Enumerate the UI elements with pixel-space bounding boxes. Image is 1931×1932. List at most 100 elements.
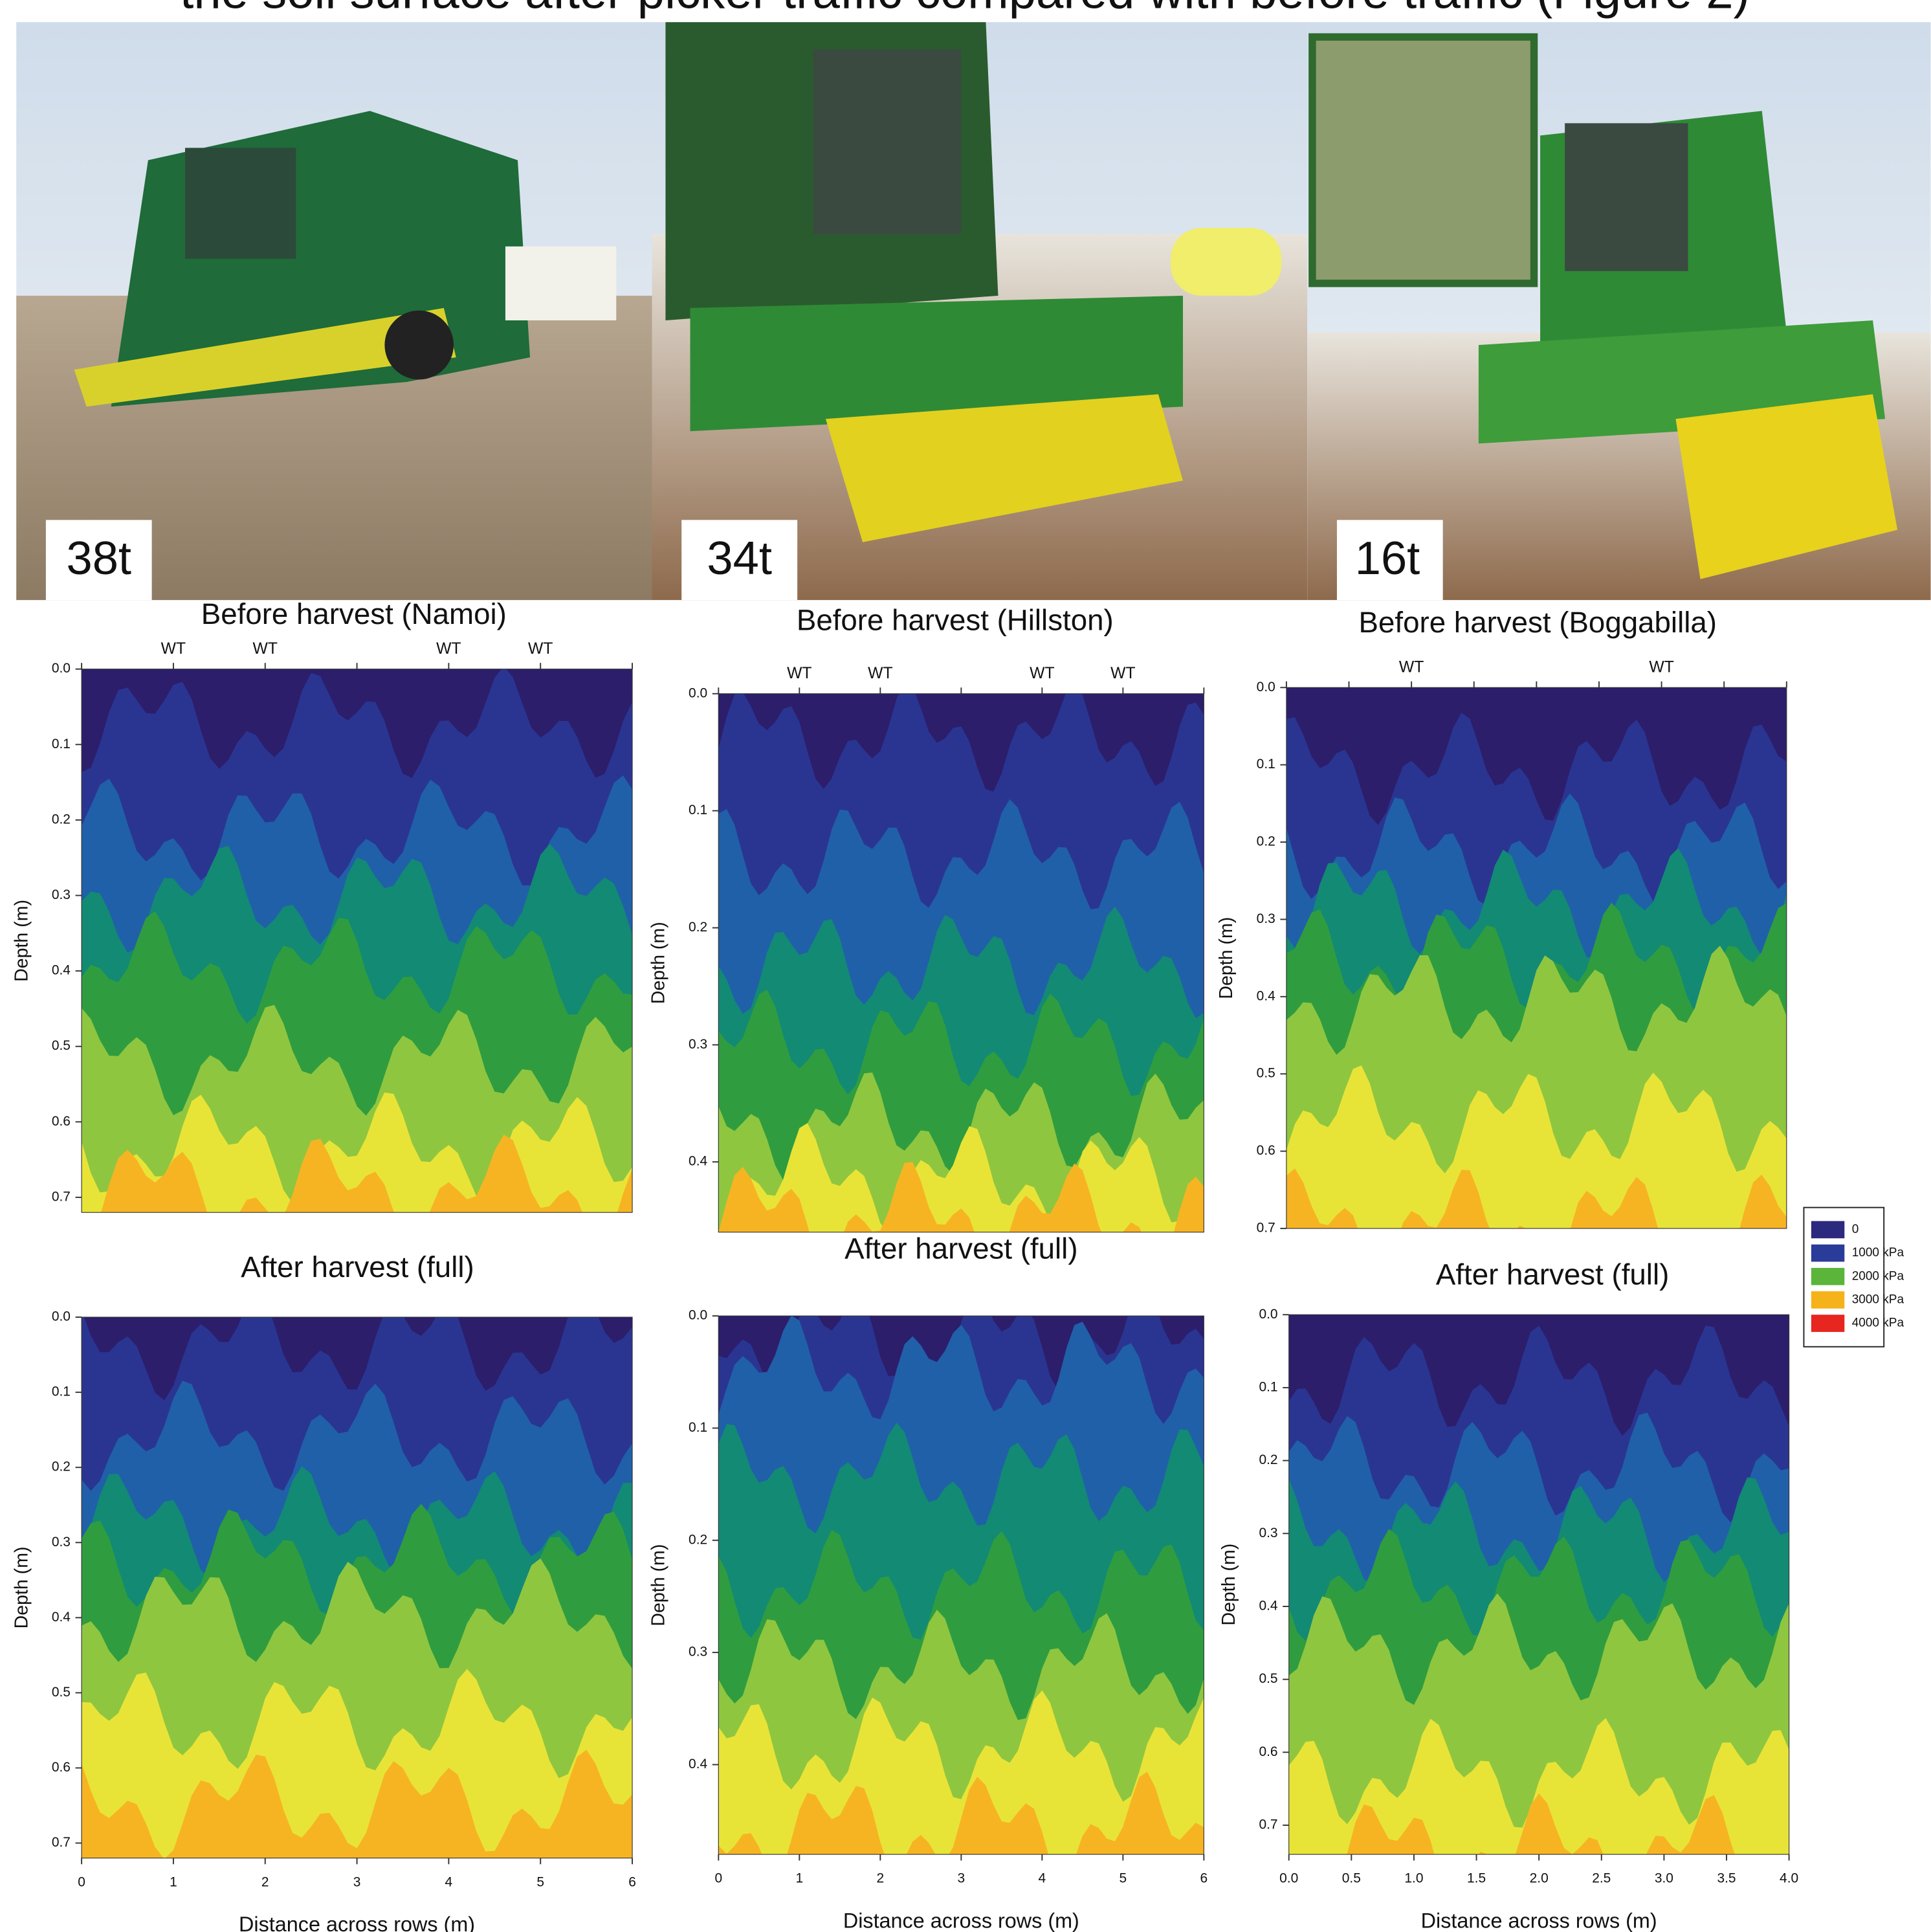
y-tick-label: 0.0 (689, 1308, 707, 1323)
wt-annotation: WT (787, 665, 811, 682)
x-tick-label: 2 (261, 1874, 269, 1889)
chart: Before harvest (Hillston) Depth (m) 0.0 0.1… (648, 603, 1204, 1272)
x-tick-label: 4 (1039, 1871, 1046, 1886)
legend-swatch (1811, 1245, 1844, 1262)
y-tick-label: 0.0 (52, 661, 71, 676)
x-tick-label: 4.0 (1780, 1871, 1798, 1886)
chart: After harvest (full) Depth (m) Distance ac… (11, 1250, 636, 1932)
y-tick-label: 0.5 (1259, 1671, 1277, 1686)
y-tick-label: 0.1 (1257, 757, 1275, 772)
legend-swatch (1811, 1268, 1844, 1285)
x-tick-label: 3.0 (1655, 1871, 1673, 1886)
y-tick-label: 0.4 (1259, 1598, 1277, 1613)
y-tick-label: 0.5 (52, 1685, 71, 1700)
chart: Before harvest (Namoi) Depth (m) 0.0 0.1 0.2… (11, 597, 632, 1247)
chart-title: After harvest (full) (1436, 1258, 1669, 1291)
y-tick-label: 0.2 (1259, 1452, 1277, 1467)
y-tick-label: 0.4 (52, 963, 71, 978)
y-tick-label: 0.1 (689, 803, 707, 817)
wt-annotation: WT (528, 640, 553, 658)
y-tick-label: 0.0 (689, 685, 707, 700)
y-tick-label: 0.2 (52, 812, 71, 827)
x-tick-label: 1 (795, 1871, 803, 1886)
photo: 34t (652, 22, 1308, 600)
y-tick-label: 0.2 (52, 1460, 71, 1474)
legend-swatch (1811, 1291, 1844, 1309)
photo-label: 16t (1355, 533, 1420, 584)
chart-title: Before harvest (Namoi) (201, 597, 507, 630)
photo: 16t (1307, 22, 1930, 600)
y-axis-label: Depth (m) (11, 900, 32, 982)
legend-label: 0 (1852, 1223, 1859, 1236)
chart-title: Before harvest (Boggabilla) (1359, 606, 1717, 639)
y-tick-label: 0.0 (1259, 1307, 1277, 1322)
y-tick-label: 0.3 (1257, 911, 1275, 926)
wt-annotation: WT (161, 640, 186, 658)
x-tick-label: 1 (170, 1874, 177, 1889)
y-axis-label: Depth (m) (1216, 917, 1237, 999)
chart-title: After harvest (full) (844, 1232, 1077, 1265)
x-tick-label: 0 (714, 1871, 722, 1886)
y-tick-label: 0.3 (52, 887, 71, 902)
x-axis-label: Distance across rows (m) (239, 1913, 475, 1932)
x-tick-label: 4 (445, 1874, 453, 1889)
wt-annotation: WT (1110, 665, 1135, 682)
y-tick-label: 0.1 (52, 1384, 71, 1399)
x-tick-label: 3.5 (1717, 1871, 1736, 1886)
legend-label: 1000 kPa (1852, 1246, 1904, 1260)
contour-field (1286, 687, 1787, 1280)
x-tick-label: 6 (1200, 1871, 1208, 1886)
chart: Before harvest (Boggabilla)Depth (m)0.00… (1216, 606, 1787, 1280)
y-tick-label: 0.6 (1259, 1744, 1277, 1759)
y-axis-label: Depth (m) (1219, 1544, 1239, 1626)
x-axis-label: Distance across rows (m) (843, 1909, 1079, 1932)
x-tick-label: 3 (353, 1874, 361, 1889)
y-tick-label: 0.2 (689, 920, 707, 935)
wt-annotation: WT (253, 640, 278, 658)
x-tick-label: 3 (958, 1871, 965, 1886)
x-tick-label: 5 (536, 1874, 544, 1889)
figure: the soil surface after picker traffic co… (0, 0, 1931, 1932)
y-tick-label: 0.4 (689, 1757, 707, 1771)
x-tick-label: 1.5 (1467, 1871, 1486, 1886)
y-tick-label: 0.7 (1259, 1817, 1277, 1832)
y-tick-label: 0.6 (52, 1114, 71, 1129)
y-axis-label: Depth (m) (648, 922, 668, 1004)
legend-swatch (1811, 1315, 1844, 1332)
y-tick-label: 0.1 (689, 1420, 707, 1435)
contour-field (82, 667, 632, 1248)
contour-band (1289, 1793, 1789, 1904)
y-tick-label: 0.1 (52, 737, 71, 751)
chart-title: After harvest (full) (241, 1250, 474, 1283)
x-tick-label: 0.0 (1279, 1871, 1298, 1886)
y-tick-label: 0.3 (52, 1535, 71, 1549)
x-tick-label: 2 (876, 1871, 884, 1886)
legend-label: 3000 kPa (1852, 1293, 1904, 1306)
page-title: the soil surface after picker traffic co… (180, 0, 1750, 19)
chart-title: Before harvest (Hillston) (797, 603, 1114, 636)
wt-annotation: WT (1399, 658, 1424, 676)
x-tick-label: 2.5 (1592, 1871, 1611, 1886)
x-tick-label: 2.0 (1530, 1871, 1549, 1886)
chart: After harvest (full) Depth (m) Distance ac… (1219, 1258, 1798, 1932)
wt-annotation: WT (1649, 658, 1673, 676)
y-tick-label: 0.7 (52, 1189, 71, 1204)
chart: After harvest (full)Depth (m)Distance ac… (648, 1232, 1208, 1932)
y-axis-label: Depth (m) (11, 1546, 32, 1628)
y-tick-label: 0.1 (1259, 1379, 1277, 1394)
x-axis-label: Distance across rows (m) (1421, 1909, 1657, 1932)
contour-field (718, 682, 1204, 1272)
y-tick-label: 0.4 (52, 1610, 71, 1625)
photo-label: 38t (66, 533, 131, 584)
y-tick-label: 0.3 (689, 1645, 707, 1660)
y-tick-label: 0.6 (52, 1760, 71, 1775)
photo-label: 34t (707, 533, 772, 584)
y-tick-label: 0.7 (1257, 1221, 1275, 1236)
x-tick-label: 0.5 (1342, 1871, 1361, 1886)
y-tick-label: 0.4 (689, 1154, 707, 1169)
wt-annotation: WT (868, 665, 892, 682)
y-tick-label: 0.5 (52, 1038, 71, 1053)
y-tick-label: 0.2 (689, 1532, 707, 1547)
y-tick-label: 0.5 (1257, 1066, 1275, 1081)
